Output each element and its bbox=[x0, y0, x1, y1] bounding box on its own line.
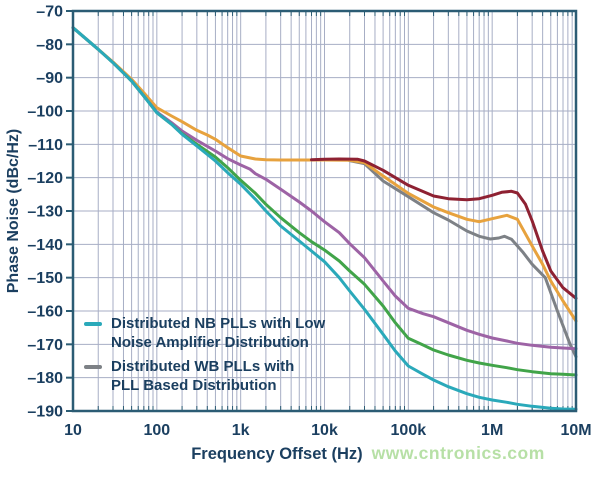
y-tick-label: –160 bbox=[27, 304, 63, 321]
x-tick-label: 10M bbox=[560, 422, 591, 439]
watermark-text: www.cntronics.com bbox=[371, 443, 545, 463]
legend-swatch-nb-plls-icon bbox=[84, 322, 102, 326]
x-tick-label: 1k bbox=[232, 422, 250, 439]
y-tick-label: –70 bbox=[36, 4, 63, 21]
x-tick-label: 100 bbox=[143, 422, 170, 439]
series-dark_red bbox=[310, 157, 578, 300]
x-tick-label: 10k bbox=[311, 422, 338, 439]
y-tick-label: –110 bbox=[28, 137, 63, 154]
y-tick-label: –130 bbox=[27, 204, 63, 221]
legend-label-wb-plls: Distributed WB PLLs with PLL Based Distr… bbox=[111, 358, 295, 394]
legend-swatch-wb-plls-icon bbox=[84, 365, 102, 369]
legend: Distributed NB PLLs with Low Noise Ampli… bbox=[84, 314, 325, 400]
y-tick-label: –190 bbox=[27, 404, 63, 421]
y-tick-label: –120 bbox=[27, 170, 63, 187]
y-tick-label: –140 bbox=[27, 237, 63, 254]
x-tick-label: 10 bbox=[64, 422, 82, 439]
y-tick-label: –170 bbox=[27, 337, 63, 354]
legend-item-wb-plls: Distributed WB PLLs with PLL Based Distr… bbox=[84, 357, 325, 395]
y-tick-label: –150 bbox=[27, 270, 63, 287]
y-axis-title: Phase Noise (dBc/Hz) bbox=[0, 11, 29, 411]
x-axis-title: Frequency Offset (Hz) bbox=[191, 445, 363, 463]
x-tick-label: 100k bbox=[391, 422, 427, 439]
y-axis-title-text: Phase Noise (dBc/Hz) bbox=[5, 128, 23, 294]
x-axis-title-row: Frequency Offset (Hz) www.cntronics.com bbox=[73, 443, 593, 464]
y-tick-label: –180 bbox=[27, 370, 63, 387]
x-tick-label: 1M bbox=[481, 422, 503, 439]
series-nb_plls_lna bbox=[71, 26, 578, 411]
y-tick-label: –100 bbox=[27, 104, 63, 121]
y-tick-label: –80 bbox=[36, 37, 63, 54]
legend-label-nb-plls: Distributed NB PLLs with Low Noise Ampli… bbox=[111, 315, 326, 351]
y-tick-label: –90 bbox=[36, 70, 63, 87]
series-wb_plls_pll bbox=[348, 159, 578, 359]
legend-item-nb-plls: Distributed NB PLLs with Low Noise Ampli… bbox=[84, 314, 325, 352]
